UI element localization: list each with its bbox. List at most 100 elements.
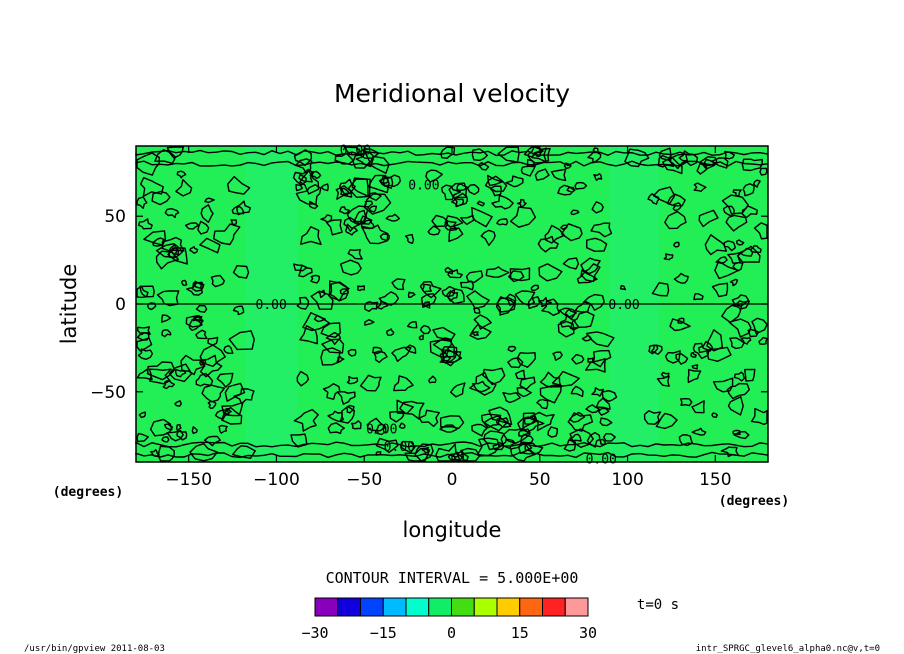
x-axis-label: longitude <box>403 518 502 542</box>
contour-line <box>138 411 147 419</box>
contour-line <box>193 280 203 289</box>
contour-line <box>139 285 155 298</box>
contour-line <box>360 224 389 245</box>
contour-line <box>675 353 689 365</box>
contour-line <box>585 404 600 414</box>
contour-line <box>420 293 437 308</box>
contour-line <box>669 318 691 332</box>
contour-line <box>557 320 575 338</box>
contour-line <box>447 288 465 305</box>
contour-line <box>162 380 176 390</box>
contour-line <box>339 288 349 296</box>
contour-line <box>510 206 537 228</box>
contour-line <box>149 418 173 437</box>
contour-labels: 0.00 0.00 0.00 0.00 0.00 0.00 0.00 <box>256 144 640 468</box>
contour-line <box>374 423 387 436</box>
y-tick-label: 50 <box>104 207 126 227</box>
contour-line <box>476 437 500 457</box>
contour-line <box>320 347 341 366</box>
contour-line <box>704 234 728 256</box>
contour-line <box>425 169 443 183</box>
plot-area: 0.00 0.00 0.00 0.00 0.00 0.00 0.00 <box>135 144 769 468</box>
contour-line <box>505 175 524 188</box>
contour-line <box>502 392 521 404</box>
x-tick-label: −100 <box>253 470 300 490</box>
contour-line <box>539 384 562 404</box>
contour-line <box>195 304 208 313</box>
contour-line <box>538 263 563 282</box>
colorbar-tick-label: −30 <box>301 624 328 642</box>
contour-line <box>580 257 601 275</box>
contour-line <box>360 215 373 225</box>
contour-line <box>551 370 580 387</box>
contour-line <box>678 150 699 167</box>
contour-line <box>721 194 749 215</box>
y-axis-ticks: 50 0 −50 <box>90 207 768 403</box>
contour-line <box>536 398 549 410</box>
contour-interval-text: CONTOUR INTERVAL = 5.000E+00 <box>326 569 579 587</box>
contour-line <box>619 285 627 291</box>
colorbar <box>314 597 589 617</box>
contour-line <box>530 284 540 292</box>
colorbar-tick-label: −15 <box>370 624 397 642</box>
contour-line <box>473 307 481 314</box>
contour-line <box>583 293 605 311</box>
contour-line <box>308 200 319 210</box>
contour-line <box>325 219 343 236</box>
contour-line <box>691 400 705 414</box>
contour-line <box>296 370 310 387</box>
contour-line <box>135 149 769 157</box>
contour-line <box>728 318 752 338</box>
contour-line <box>595 397 611 410</box>
contour-line <box>569 411 585 423</box>
contour-line <box>547 426 558 438</box>
time-label: t=0 s <box>637 597 679 613</box>
footer-left: /usr/bin/gpview 2011-08-03 <box>24 644 165 654</box>
contour-line <box>727 396 744 416</box>
contour-line <box>487 174 503 187</box>
contour-line <box>346 376 359 385</box>
contour-line <box>672 202 682 212</box>
contour-line <box>566 186 576 193</box>
footer-right: intr_SPRGC_glevel6_alpha0.nc@v,t=0 <box>696 644 880 654</box>
contour-line <box>655 412 678 430</box>
colorbar-tick-label: 0 <box>447 624 456 642</box>
contour-line <box>166 430 184 442</box>
contour-line <box>711 412 718 418</box>
colorbar-swatch <box>337 597 361 617</box>
colorbar-swatch <box>564 597 589 617</box>
contour-line <box>750 245 762 254</box>
contour-line <box>136 152 161 176</box>
contour-line <box>407 291 416 298</box>
contour-line <box>156 290 180 307</box>
contour-line <box>201 384 226 403</box>
contour-line <box>541 298 560 316</box>
colorbar-swatch <box>519 597 543 617</box>
contour-line <box>175 368 187 378</box>
contour-line <box>298 264 313 278</box>
contour-line <box>599 417 613 427</box>
contour-line <box>736 245 761 263</box>
contour-line <box>137 218 153 230</box>
contour-line <box>726 382 750 400</box>
contour-line <box>431 214 449 228</box>
contour-line <box>359 374 382 392</box>
contour-line <box>739 247 754 257</box>
contour-line <box>379 233 390 242</box>
contour-line <box>335 184 353 200</box>
contour-line <box>585 331 615 348</box>
contour-line <box>483 415 508 432</box>
contour-line <box>230 219 238 226</box>
colorbar-swatch <box>382 597 407 617</box>
contour-line <box>328 280 350 302</box>
contour-line <box>698 209 719 228</box>
contour-line <box>732 429 741 436</box>
contour-line <box>496 218 509 226</box>
contour-line <box>195 329 208 340</box>
contour-line <box>696 162 708 175</box>
contour-line <box>750 407 768 425</box>
contour-line <box>597 407 610 416</box>
contour-line <box>310 274 320 284</box>
contour-line <box>563 439 576 452</box>
contour-line <box>710 157 729 169</box>
